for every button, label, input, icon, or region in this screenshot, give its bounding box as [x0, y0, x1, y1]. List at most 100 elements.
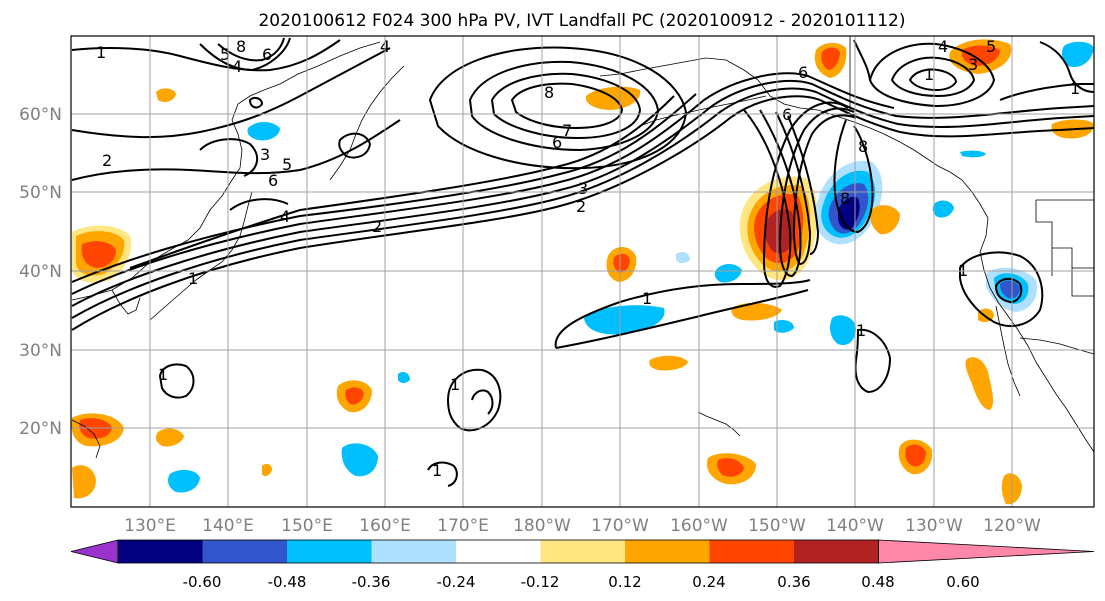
contour-label: 1: [924, 65, 934, 84]
coastline-alaska: [599, 57, 989, 219]
lat-label-30n: 30°N: [19, 341, 62, 361]
contour-label: 8: [544, 83, 554, 102]
colorbar-tick-label: 0.36: [777, 573, 810, 591]
lon-label-120w: 120°W: [983, 516, 1041, 536]
pv-contour-west-2: [71, 47, 391, 139]
pv-contour-cutoff-4: [427, 461, 458, 487]
contour-label: 7: [562, 121, 572, 140]
pv-contour-jet-2: [71, 87, 1094, 319]
contour-label: 1: [450, 375, 460, 394]
pv-contour-bering-ring4: [428, 46, 688, 170]
colorbar-extend-max: [878, 539, 1095, 564]
map-frame: [70, 35, 1095, 508]
contour-label: 4: [280, 207, 290, 226]
coastline-korea: [111, 289, 141, 315]
negative-anomaly-small10: [398, 372, 410, 383]
lat-label-60n: 60°N: [19, 105, 62, 125]
pv-contour-jet-6: [129, 95, 675, 269]
lat-label-50n: 50°N: [19, 183, 62, 203]
contour-label: 3: [260, 145, 270, 164]
contour-label: 2: [102, 151, 112, 170]
coastlines: [71, 36, 1094, 459]
contour-label: 5: [986, 37, 996, 56]
colorbar-swatch: [709, 540, 795, 563]
contour-label: 4: [938, 37, 948, 56]
border-us-states: [1035, 200, 1094, 297]
colorbar-tick-label: -0.60: [183, 573, 222, 591]
positive-anomaly-sea-okhotsk: [156, 88, 176, 102]
pv-contour-jet-3: [71, 79, 1094, 307]
colorbar-swatch: [371, 540, 457, 563]
colorbar-extend-min: [70, 539, 119, 564]
negative-anomaly-kamchatka: [247, 122, 280, 141]
positive-anomaly-small3: [870, 205, 900, 235]
colorbar-swatches: [70, 539, 1095, 564]
lat-label-20n: 20°N: [19, 419, 62, 439]
positive-anomaly-tropic5: [262, 463, 272, 477]
pv-contour-asia-2: [229, 198, 289, 211]
pv-contour-arctic-4: [999, 83, 1094, 101]
coastline-kamchatka: [329, 65, 405, 181]
contour-label: 5: [282, 155, 292, 174]
pv-contour-west-4: [199, 37, 291, 72]
negative-anomaly-subtropic: [584, 305, 665, 335]
colorbar-outline: [117, 539, 879, 564]
positive-anomaly-central1-core: [345, 387, 364, 405]
colorbar-swatch: [118, 540, 203, 563]
coastline-japan: [149, 191, 253, 321]
negative-anomaly-small9: [676, 252, 690, 263]
pv-contour-bering-ring1: [468, 60, 660, 152]
border-mexico: [1019, 337, 1094, 355]
contour-label: 1: [96, 43, 106, 62]
pv-contour-jet-1: [71, 95, 1094, 331]
lon-label-150e: 150°E: [281, 516, 333, 536]
pv-contour-cal-1: [959, 251, 1044, 327]
lon-label-180w: 180°W: [513, 516, 571, 536]
pv-contour-west-1: [71, 119, 401, 181]
positive-anomaly-tropic3: [649, 355, 688, 371]
pv-contour-arctic-5: [1039, 41, 1094, 93]
pv-contour-arctic-2: [890, 56, 976, 98]
colorbar-tick-label: 0.12: [608, 573, 641, 591]
colorbar-tick-label: 0.48: [861, 573, 894, 591]
pv-contour-arctic-1: [868, 42, 996, 108]
colorbar-tick-label: 0.24: [692, 573, 725, 591]
contour-label: 1: [158, 365, 168, 384]
pv-contour-cutoff-3: [158, 363, 195, 399]
positive-anomaly-bering-core: [821, 47, 840, 70]
contour-label: 1: [1070, 79, 1080, 98]
coastline-hawaii: [697, 411, 741, 437]
contour-label: 6: [798, 63, 808, 82]
colorbar-tick-label: 0.60: [946, 573, 979, 591]
lon-label-160e: 160°E: [359, 516, 411, 536]
figure-title: 2020100612 F024 300 hPa PV, IVT Landfall…: [258, 11, 905, 31]
contour-label: 1: [642, 289, 652, 308]
negative-anomaly-arctic-east: [1061, 41, 1094, 68]
positive-anomaly-baja: [965, 357, 994, 410]
positive-anomaly-south2-core: [905, 444, 926, 467]
lat-label-40n: 40°N: [19, 262, 62, 282]
coastline-baja: [995, 305, 1021, 397]
pv-contour-subtropic-2: [555, 289, 809, 349]
contour-label: 6: [262, 45, 272, 64]
latitude-labels: 60°N 50°N 40°N 30°N 20°N: [19, 105, 62, 439]
colorbar-swatch: [540, 540, 626, 563]
positive-anomaly-arctic-core: [961, 45, 1000, 66]
contour-label: 1: [188, 269, 198, 288]
pv-contour-trough-5: [833, 119, 874, 234]
contour-label: 8: [858, 137, 868, 156]
pv-contour-asia-1: [199, 138, 259, 177]
negative-anomaly-california-inner: [1000, 280, 1020, 299]
positive-anomaly-midpacific-core: [613, 253, 630, 273]
pv-contour-jet-5: [71, 93, 697, 283]
contour-label: 8: [236, 37, 246, 56]
lon-label-170w: 170°W: [591, 516, 649, 536]
pv-contour-west-5: [217, 37, 285, 62]
contour-label: 3: [578, 179, 588, 198]
pv-contour-subtropic-1: [554, 279, 811, 349]
lon-label-130w: 130°W: [905, 516, 963, 536]
lon-label-150w: 150°W: [748, 516, 806, 536]
pv-contour-bering-ring3: [510, 82, 624, 130]
positive-anomaly-sw-corner: [72, 465, 96, 499]
